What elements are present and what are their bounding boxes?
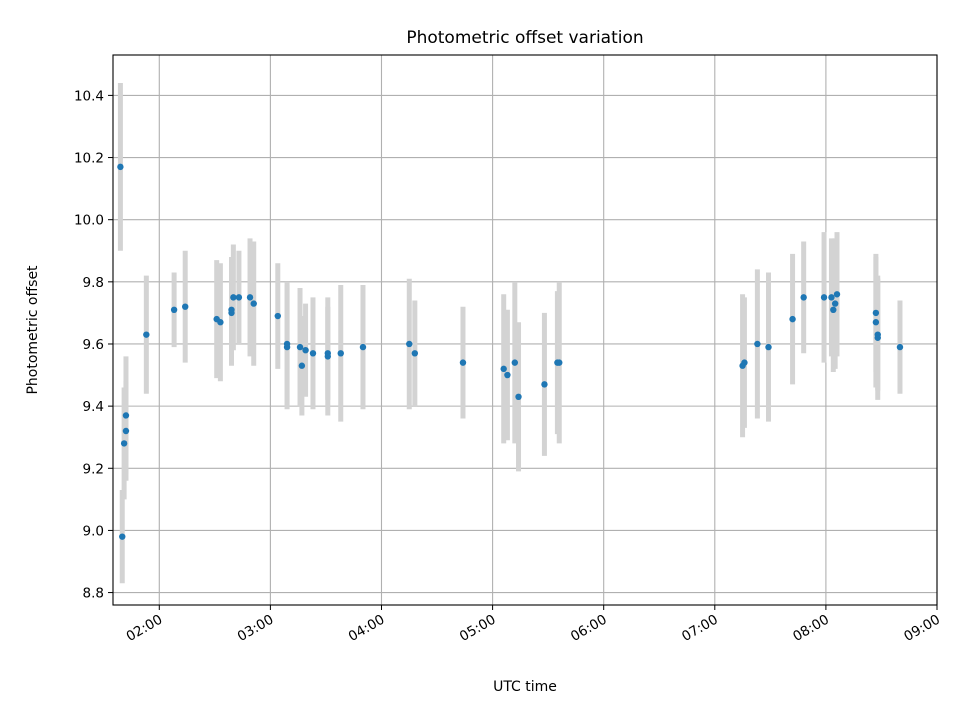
- data-points: [117, 163, 904, 540]
- data-point: [230, 294, 237, 301]
- data-point: [828, 294, 835, 301]
- data-point: [302, 346, 309, 354]
- data-point: [274, 312, 281, 320]
- data-point: [122, 412, 130, 419]
- data-point: [820, 294, 828, 301]
- y-tick-label: 9.6: [83, 337, 104, 353]
- data-point: [250, 300, 257, 307]
- chart-title: Photometric offset variation: [406, 28, 643, 48]
- data-point: [246, 294, 254, 301]
- y-tick-label: 10.4: [74, 88, 104, 104]
- data-point: [217, 319, 224, 326]
- data-point: [511, 359, 519, 366]
- y-tick-label: 8.8: [83, 586, 104, 602]
- data-point: [309, 350, 317, 357]
- data-point: [896, 343, 904, 351]
- data-point: [833, 291, 841, 298]
- data-point: [324, 353, 331, 360]
- data-point: [741, 359, 748, 366]
- data-point: [765, 343, 772, 351]
- grid: [113, 55, 938, 605]
- data-point: [359, 343, 367, 351]
- data-point: [182, 303, 189, 310]
- data-point: [504, 371, 511, 379]
- data-point: [119, 533, 126, 540]
- data-point: [459, 359, 467, 366]
- data-point: [120, 440, 128, 447]
- data-point: [122, 427, 130, 435]
- y-tick-label: 9.4: [83, 399, 104, 415]
- data-point: [296, 343, 304, 351]
- x-axis-label: UTC time: [493, 679, 557, 695]
- data-point: [500, 365, 507, 373]
- y-tick-label: 10.2: [74, 151, 104, 167]
- data-point: [556, 359, 563, 366]
- data-point: [143, 331, 150, 338]
- data-point: [515, 393, 522, 401]
- data-point: [872, 309, 880, 317]
- y-axis-label: Photometric offset: [25, 265, 41, 395]
- y-tick-label: 9.8: [83, 275, 104, 291]
- data-point: [541, 381, 548, 388]
- data-point: [411, 350, 419, 357]
- data-point: [298, 362, 306, 369]
- data-point: [872, 319, 880, 326]
- y-axis-ticks: 8.8 9.0 9.2 9.4 9.6 9.8 10.0 10.2 10.4: [74, 88, 113, 602]
- data-point: [170, 306, 178, 314]
- y-tick-label: 10.0: [74, 213, 104, 229]
- y-tick-label: 9.2: [83, 461, 104, 477]
- data-point: [228, 306, 235, 314]
- data-point: [831, 300, 839, 307]
- data-point: [754, 340, 761, 348]
- data-point: [283, 343, 291, 351]
- data-point: [800, 294, 807, 301]
- data-point: [830, 306, 837, 314]
- data-point: [874, 334, 881, 341]
- data-point: [117, 163, 124, 171]
- data-point: [406, 340, 413, 348]
- data-point: [337, 350, 344, 357]
- y-tick-label: 9.0: [83, 523, 104, 539]
- plot-frame: [112, 54, 938, 606]
- data-point: [235, 294, 243, 301]
- data-point: [789, 315, 796, 323]
